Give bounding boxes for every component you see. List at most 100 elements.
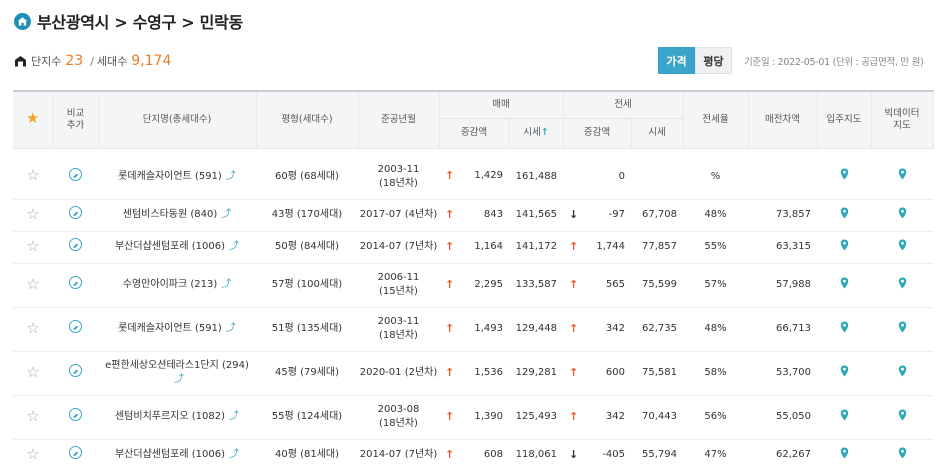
trend-chart-icon[interactable]: ⤴	[225, 170, 236, 182]
move-in-map-cell[interactable]	[817, 439, 872, 464]
apartment-name[interactable]: 센텀비치푸르지오 (1082)	[114, 411, 226, 422]
map-pin-icon[interactable]	[840, 321, 849, 336]
apartment-name[interactable]: 수영만아이파크 (213)	[122, 279, 218, 290]
star-outline-icon[interactable]: ☆	[26, 204, 40, 223]
move-in-map-cell[interactable]	[817, 395, 872, 440]
trend-chart-icon[interactable]: ⤴	[229, 241, 240, 252]
move-in-map-cell[interactable]	[817, 231, 872, 264]
star-outline-icon[interactable]: ☆	[26, 274, 40, 293]
bigdata-map-cell[interactable]	[871, 263, 934, 308]
star-outline-icon[interactable]: ☆	[26, 406, 40, 425]
move-in-map-cell[interactable]	[817, 263, 872, 308]
compare-cell[interactable]	[53, 199, 98, 232]
table-row[interactable]: ☆ e편한세상오션테라스1단지 (294) ⤴ 45평 (79세대) 2020-01 (…	[13, 351, 934, 396]
trend-chart-icon[interactable]: ⤴	[221, 279, 232, 290]
apartment-name[interactable]: 부산더샵센텀포레 (1006)	[114, 241, 226, 252]
bigdata-map-cell[interactable]	[871, 351, 934, 396]
map-pin-icon[interactable]	[840, 447, 849, 462]
bigdata-map-cell[interactable]	[871, 395, 934, 440]
bigdata-map-cell[interactable]	[871, 155, 934, 200]
move-in-map-cell[interactable]	[817, 307, 872, 352]
star-outline-icon[interactable]: ☆	[26, 236, 40, 255]
apartment-name[interactable]: 센텀비스타동원 (840)	[122, 209, 218, 220]
move-in-map-cell[interactable]	[817, 351, 872, 396]
map-pin-icon[interactable]	[898, 365, 907, 380]
star-outline-icon[interactable]: ☆	[26, 362, 40, 381]
compare-add-icon[interactable]	[69, 446, 82, 459]
table-row[interactable]: ☆ 부산더샵센텀포레 (1006) ⤴ 50평 (84세대) 2014-07 (7년차)…	[13, 231, 934, 264]
compare-add-icon[interactable]	[69, 364, 82, 377]
bigdata-map-cell[interactable]	[871, 231, 934, 264]
trend-chart-icon[interactable]: ⤴	[225, 323, 236, 334]
apartment-name[interactable]: e편한세상오션테라스1단지 (294)	[105, 360, 249, 371]
map-pin-icon[interactable]	[840, 409, 849, 424]
star-outline-icon[interactable]: ☆	[26, 318, 40, 337]
compare-add-icon[interactable]	[69, 408, 82, 421]
compare-cell[interactable]	[53, 231, 98, 264]
home-icon[interactable]	[14, 12, 31, 30]
map-pin-icon[interactable]	[898, 321, 907, 336]
jeonse-price-header[interactable]: 시세	[631, 118, 684, 149]
compare-cell[interactable]	[53, 439, 98, 464]
compare-cell[interactable]	[53, 263, 98, 308]
bigdata-map-cell[interactable]	[871, 439, 934, 464]
sale-change-header[interactable]: 증감액	[439, 118, 510, 149]
gap-header[interactable]: 매전차액	[748, 90, 818, 149]
map-pin-icon[interactable]	[840, 277, 849, 292]
compare-add-icon[interactable]	[69, 238, 82, 251]
star-outline-icon[interactable]: ☆	[26, 444, 40, 463]
apartment-name[interactable]: 부산더샵센텀포레 (1006)	[114, 449, 226, 460]
favorite-header[interactable]: ★	[13, 90, 54, 149]
compare-cell[interactable]	[53, 307, 98, 352]
map-pin-icon[interactable]	[898, 277, 907, 292]
map-pin-icon[interactable]	[840, 239, 849, 254]
star-outline-icon[interactable]: ☆	[26, 166, 40, 185]
favorite-cell[interactable]: ☆	[13, 351, 53, 396]
area-header[interactable]: 평형(세대수)	[256, 90, 359, 149]
compare-add-icon[interactable]	[69, 206, 82, 219]
table-row[interactable]: ☆ 수영만아이파크 (213) ⤴ 57평 (100세대) 2006-11 (15년차) ↑…	[13, 263, 934, 308]
favorite-cell[interactable]: ☆	[13, 395, 53, 440]
map-pin-icon[interactable]	[840, 168, 849, 183]
trend-chart-icon[interactable]: ⤴	[174, 374, 184, 385]
map-pin-icon[interactable]	[898, 447, 907, 462]
favorite-cell[interactable]: ☆	[13, 231, 53, 264]
compare-cell[interactable]	[53, 351, 98, 396]
map-pin-icon[interactable]	[898, 168, 907, 183]
favorite-cell[interactable]: ☆	[13, 263, 53, 308]
move-in-map-cell[interactable]	[817, 155, 872, 200]
table-row[interactable]: ☆ 롯데캐슬자이언트 (591) ⤴ 60평 (68세대) 2003-11 (18년차) ↑…	[13, 155, 934, 200]
per-pyeong-toggle-button[interactable]: 평당	[695, 47, 732, 74]
bigdata-map-cell[interactable]	[871, 307, 934, 352]
compare-add-icon[interactable]	[69, 167, 82, 181]
trend-chart-icon[interactable]: ⤴	[221, 209, 232, 220]
table-row[interactable]: ☆ 롯데캐슬자이언트 (591) ⤴ 51평 (135세대) 2003-11 (18년차)…	[13, 307, 934, 352]
favorite-cell[interactable]: ☆	[13, 199, 53, 232]
trend-chart-icon[interactable]: ⤴	[229, 449, 240, 460]
ratio-header[interactable]: 전세율	[683, 90, 749, 149]
favorite-cell[interactable]: ☆	[13, 307, 53, 352]
compare-cell[interactable]	[53, 395, 98, 440]
favorite-cell[interactable]: ☆	[13, 155, 53, 200]
table-row[interactable]: ☆ 센텀비스타동원 (840) ⤴ 43평 (170세대) 2017-07 (4년차) ↑…	[13, 199, 934, 232]
compare-cell[interactable]	[53, 155, 98, 200]
star-filled-icon[interactable]: ★	[26, 109, 40, 128]
move-in-map-cell[interactable]	[817, 199, 872, 232]
sale-price-header[interactable]: 시세↑	[509, 118, 564, 149]
favorite-cell[interactable]: ☆	[13, 439, 53, 464]
map-pin-icon[interactable]	[840, 207, 849, 222]
table-row[interactable]: ☆ 부산더샵센텀포레 (1006) ⤴ 40평 (81세대) 2014-07 (7년차)…	[13, 439, 934, 464]
apartment-name[interactable]: 롯데캐슬자이언트 (591)	[118, 323, 222, 334]
sort-up-arrow-icon[interactable]: ↑	[540, 127, 549, 138]
map-pin-icon[interactable]	[840, 365, 849, 380]
built-header[interactable]: 준공년월	[358, 90, 440, 149]
compare-add-icon[interactable]	[69, 276, 82, 289]
price-toggle-button[interactable]: 가격	[658, 47, 695, 74]
map-pin-icon[interactable]	[898, 207, 907, 222]
table-row[interactable]: ☆ 센텀비치푸르지오 (1082) ⤴ 55평 (124세대) 2003-08 (18년차…	[13, 395, 934, 440]
jeonse-change-header[interactable]: 증감액	[563, 118, 632, 149]
map-pin-icon[interactable]	[898, 409, 907, 424]
map-pin-icon[interactable]	[898, 239, 907, 254]
bigdata-map-cell[interactable]	[871, 199, 934, 232]
name-header[interactable]: 단지명(총세대수)	[98, 90, 257, 149]
